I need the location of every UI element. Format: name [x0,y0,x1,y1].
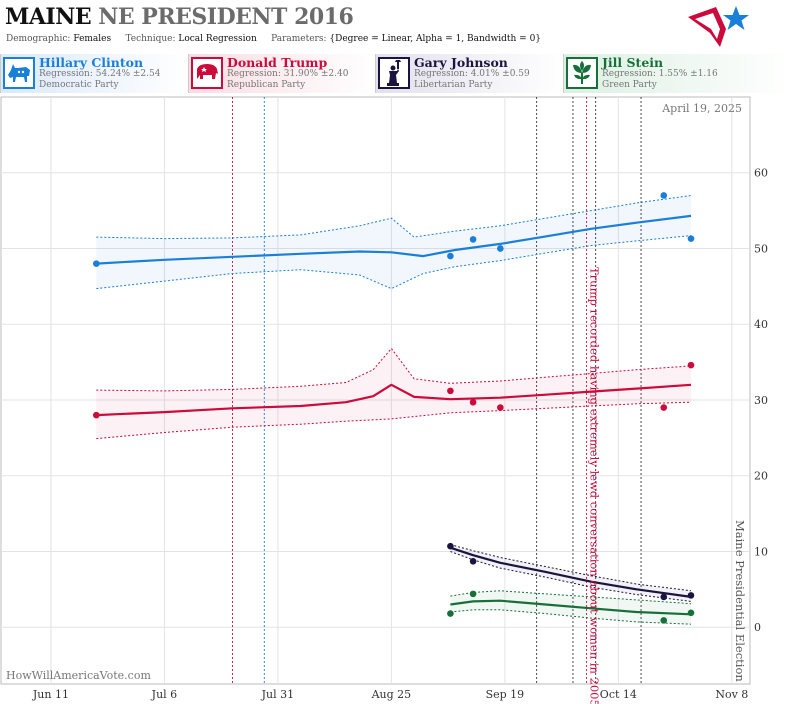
candidate-name: Jill Stein [602,55,664,70]
hillary-clinton-poll-point [469,236,477,243]
candidate-legend: Hillary Clinton Regression: 54.24% ±2.54… [0,54,789,94]
donald-trump-poll-point [687,361,695,369]
demographic-value: Females [73,34,112,44]
gary-johnson-poll-point [687,592,695,599]
gary-johnson-poll-point [447,542,454,550]
hillary-clinton-lower-bound [96,235,692,290]
donald-trump-poll-point [469,398,477,406]
chart-title: MAINE NE PRESIDENT 2016 [5,4,354,30]
x-tick-label: Oct 14 [600,688,637,701]
technique-label: Technique: [125,34,176,44]
jill-stein-trend-line [450,599,692,616]
donald-trump-poll-point [93,411,100,419]
gary-johnson-confidence-band [450,544,691,602]
candidate-party: Libertarian Party [414,80,493,90]
leaf-icon [566,57,598,89]
hillary-clinton-poll-point [687,235,695,242]
candidate-card-trump: Donald Trump Regression: 31.90% ±2.40 Re… [188,54,376,93]
jill-stein-poll-point [687,609,695,617]
technique-value: Local Regression [178,34,257,44]
donald-trump-poll-point [497,404,504,411]
candidate-name: Gary Johnson [414,55,508,70]
donald-trump-lower-bound [96,401,692,440]
y-tick-label: 10 [754,545,768,558]
hillary-clinton-poll-point [93,260,100,267]
x-tick-label: Jul 6 [151,688,178,701]
y-tick-label: 40 [754,318,768,331]
candidate-card-clinton: Hillary Clinton Regression: 54.24% ±2.54… [0,54,189,93]
jill-stein-poll-point [660,617,668,624]
y-tick-label: 20 [754,470,768,483]
hillary-clinton-trend-line [96,214,692,265]
donald-trump-poll-point [447,387,454,395]
elephant-icon [191,57,223,89]
site-credit: HowWillAmericaVote.com [6,669,151,682]
x-tick-label: Jul 31 [261,688,295,701]
candidate-name: Donald Trump [227,55,328,70]
candidate-card-stein: Jill Stein Regression: 1.55% ±1.16 Green… [563,54,789,93]
x-tick-label: Jun 11 [32,688,69,701]
donald-trump-trend-line [96,383,692,417]
event-annotation: Trump recorded having extremely lewd con… [588,267,602,704]
parameters-value: {Degree = Linear, Alpha = 1, Bandwidth =… [329,34,542,44]
site-logo-icon [688,6,749,47]
gary-johnson-trend-line [450,546,692,598]
gary-johnson-poll-point [660,593,668,601]
demographic-label: Demographic: [6,34,71,44]
candidate-regression: Regression: 1.55% ±1.16 [602,69,718,79]
election-day-annotation: Maine Presidential Election [733,520,747,682]
hillary-clinton-upper-bound [96,195,692,240]
y-tick-label: 60 [754,167,768,180]
parameters-label: Parameters: [271,34,327,44]
candidate-party: Green Party [602,80,657,90]
chart-date: April 19, 2025 [661,102,742,115]
hillary-clinton-confidence-band [96,195,692,289]
hillary-clinton-poll-point [660,192,668,199]
candidate-party: Democratic Party [39,80,119,90]
race-name: NE PRESIDENT 2016 [98,4,354,30]
candidate-regression: Regression: 54.24% ±2.54 [39,69,161,79]
chart-parameters: Demographic: Females Technique: Local Re… [6,34,541,44]
donald-trump-poll-point [660,404,668,411]
state-name: MAINE [5,4,92,30]
x-tick-label: Nov 8 [715,688,748,701]
gary-johnson-poll-point [469,557,477,565]
y-tick-label: 50 [754,242,768,255]
hillary-clinton-poll-point [497,245,504,252]
candidate-regression: Regression: 4.01% ±0.59 [414,69,530,79]
x-tick-label: Aug 25 [371,688,412,701]
candidate-party: Republican Party [227,80,306,90]
gary-johnson-upper-bound [450,544,692,592]
candidate-regression: Regression: 31.90% ±2.40 [227,69,349,79]
donkey-icon [3,57,35,89]
hillary-clinton-poll-point [447,252,454,260]
jill-stein-poll-point [447,610,454,617]
y-tick-label: 0 [754,621,761,634]
statue-of-liberty-icon [378,57,410,89]
candidate-name: Hillary Clinton [39,55,144,70]
jill-stein-poll-point [469,590,477,598]
y-tick-label: 30 [754,394,768,407]
candidate-card-johnson: Gary Johnson Regression: 4.01% ±0.59 Lib… [375,54,564,93]
x-tick-label: Sep 19 [486,688,525,701]
donald-trump-confidence-band [96,348,692,439]
chart-header: MAINE NE PRESIDENT 2016 Demographic: Fem… [0,0,789,52]
